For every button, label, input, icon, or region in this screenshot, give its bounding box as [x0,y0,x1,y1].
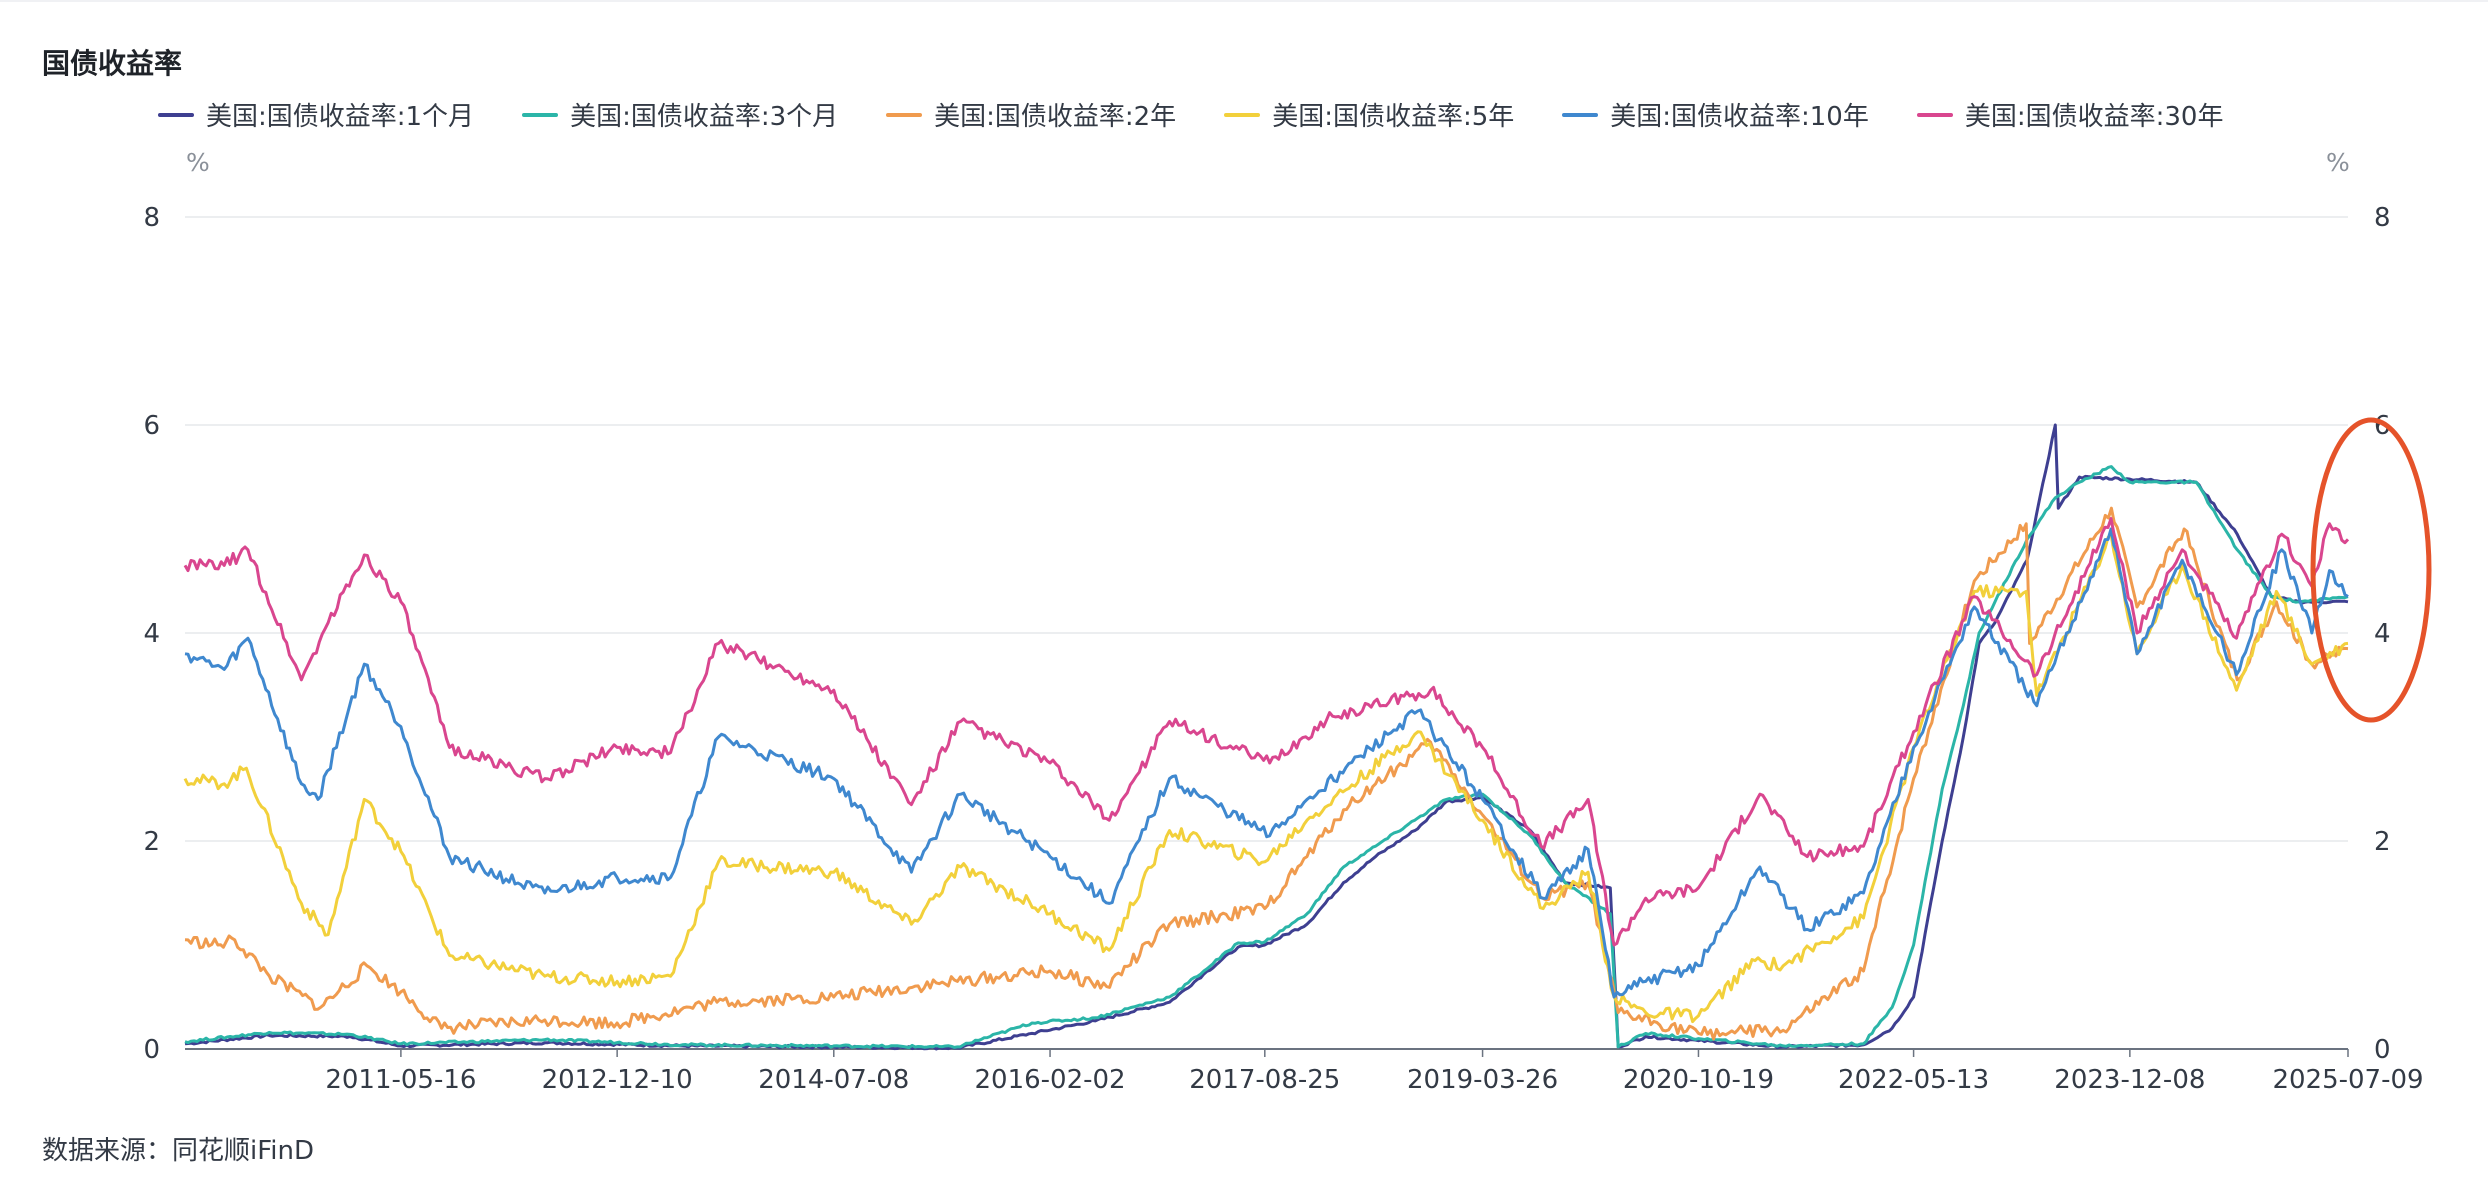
y-tick-label-left: 0 [143,1035,160,1065]
x-tick-label: 2022-05-13 [1838,1065,1989,1095]
series-line [184,423,2349,1051]
legend-label: 美国:国债收益率:2年 [934,102,1177,132]
legend-swatch [158,112,194,117]
x-tick-label: 2023-12-08 [2054,1065,2205,1095]
y-tick-label-right: 4 [2374,619,2391,649]
legend-item[interactable]: 美国:国债收益率:3个月 [522,96,838,133]
legend-label: 美国:国债收益率:1个月 [206,102,475,132]
legend-item[interactable]: 美国:国债收益率:2年 [886,96,1176,133]
legend-swatch [1916,112,1953,117]
legend-swatch [522,112,559,117]
y-tick-label-right: 0 [2374,1035,2391,1065]
legend-item[interactable]: 美国:国债收益率:30年 [1916,96,2224,133]
y-tick-label-left: 8 [143,203,160,233]
x-tick-label: 2019-03-26 [1407,1065,1558,1095]
y-tick-label-left: 2 [143,827,160,857]
legend-swatch [886,112,923,117]
legend-label: 美国:国债收益率:5年 [1272,102,1515,132]
legend-item[interactable]: 美国:国债收益率:10年 [1562,96,1869,133]
y-tick-label-left: 4 [143,619,160,649]
series-line [184,527,2349,999]
series-line [183,532,2349,1024]
x-tick-label: 2011-05-16 [325,1065,476,1095]
legend-label: 美国:国债收益率:10年 [1610,102,1869,132]
data-source-note: 数据来源：同花顺iFinD [42,1136,315,1166]
series-line [183,517,2350,947]
y-axis-unit-right: % [2326,148,2350,177]
x-tick-label: 2012-12-10 [542,1065,693,1095]
x-tick-label: 2020-10-19 [1623,1065,1774,1095]
x-tick-label: 2017-08-25 [1189,1065,1340,1095]
y-tick-label-left: 6 [143,411,160,441]
chart-title: 国债收益率 [42,47,183,80]
legend-item[interactable]: 美国:国债收益率:1个月 [158,96,474,133]
y-tick-label-right: 6 [2374,411,2391,441]
legend-label: 美国:国债收益率:30年 [1964,102,2224,132]
x-tick-label: 2014-07-08 [758,1065,909,1095]
legend-swatch [1562,112,1599,117]
x-tick-label: 2016-02-02 [974,1065,1125,1095]
annotation-ellipse [2310,417,2432,723]
legend: 美国:国债收益率:1个月 美国:国债收益率:3个月 美国:国债收益率:2年 美国:国债… [158,96,2223,133]
x-tick-label: 2025-07-09 [2272,1065,2423,1095]
series-line [184,506,2349,1041]
legend-item[interactable]: 美国:国债收益率:5年 [1224,96,1514,133]
y-tick-label-right: 2 [2374,827,2391,857]
legend-swatch [1224,112,1261,117]
y-axis-unit-left: % [186,148,210,177]
legend-label: 美国:国债收益率:3个月 [570,102,839,132]
y-tick-label-right: 8 [2374,203,2391,233]
